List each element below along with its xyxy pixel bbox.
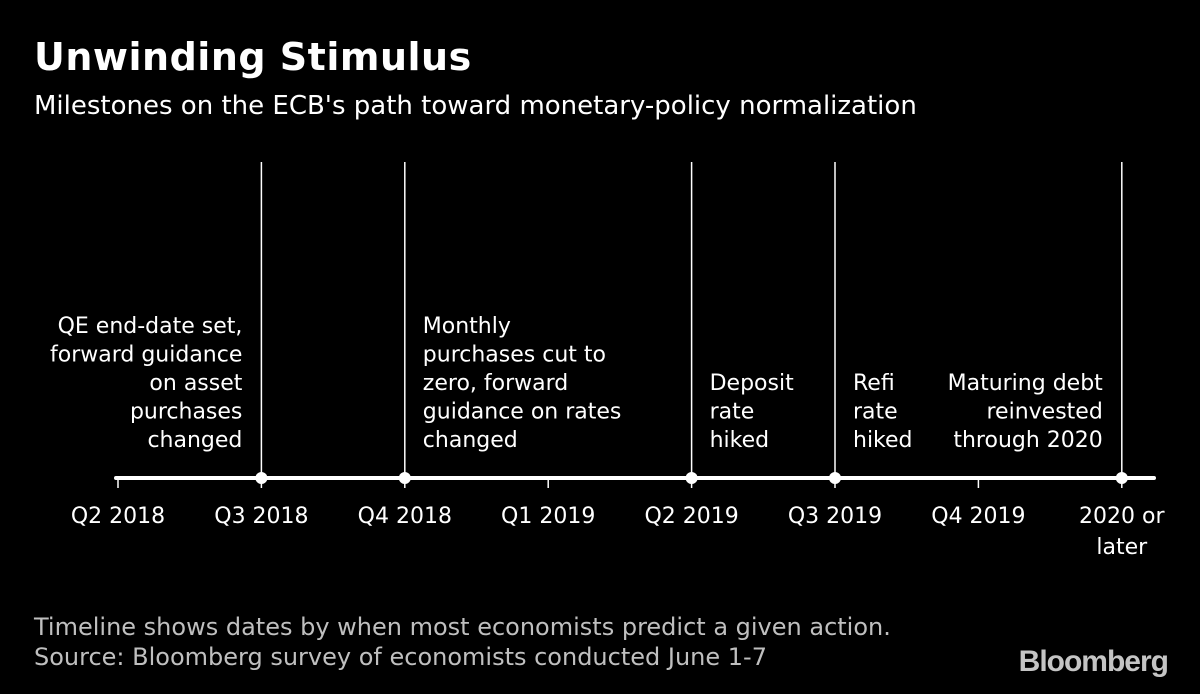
event-text-3-1: rate: [853, 400, 898, 425]
event-marker-2: [685, 472, 698, 484]
chart-title: Unwinding Stimulus: [34, 35, 472, 79]
event-marker-0: [255, 472, 268, 484]
tick-label-5: Q3 2019: [788, 504, 882, 529]
event-text-4-1: reinvested: [987, 400, 1103, 425]
event-text-1-3: guidance on rates: [423, 400, 622, 425]
event-text-1-4: changed: [423, 428, 518, 453]
chart-subtitle: Milestones on the ECB's path toward mone…: [34, 91, 917, 121]
event-text-1-0: Monthly: [423, 314, 511, 339]
tick-label-7: 2020 or: [1079, 504, 1165, 529]
event-text-2-1: rate: [710, 400, 755, 425]
footnote: Timeline shows dates by when most econom…: [34, 612, 891, 672]
footnote-source: Source: Bloomberg survey of economists c…: [34, 643, 767, 671]
event-text-0-1: forward guidance: [50, 343, 242, 368]
tick-label-7-1: later: [1096, 535, 1148, 560]
event-text-3-2: hiked: [853, 428, 913, 453]
bloomberg-logo: Bloomberg: [1018, 645, 1169, 678]
footnote-note: Timeline shows dates by when most econom…: [34, 613, 891, 641]
event-text-0-0: QE end-date set,: [58, 314, 243, 339]
tick-label-0: Q2 2018: [71, 504, 165, 529]
tick-label-4: Q2 2019: [644, 504, 738, 529]
event-text-3-0: Refi: [853, 371, 895, 396]
event-marker-4: [1115, 472, 1128, 484]
event-text-0-2: on asset: [149, 371, 242, 396]
tick-label-3: Q1 2019: [501, 504, 595, 529]
event-text-2-0: Deposit: [710, 371, 794, 396]
event-text-1-2: zero, forward: [423, 371, 568, 396]
event-text-2-2: hiked: [710, 428, 770, 453]
tick-label-1: Q3 2018: [214, 504, 308, 529]
event-text-0-3: purchases: [130, 400, 242, 425]
event-text-0-4: changed: [147, 428, 242, 453]
tick-label-2: Q4 2018: [358, 504, 452, 529]
event-text-4-2: through 2020: [953, 428, 1102, 453]
event-text-4-0: Maturing debt: [948, 371, 1104, 396]
event-text-1-1: purchases cut to: [423, 343, 606, 368]
tick-label-6: Q4 2019: [931, 504, 1025, 529]
event-marker-1: [398, 472, 411, 484]
event-marker-3: [829, 472, 841, 484]
